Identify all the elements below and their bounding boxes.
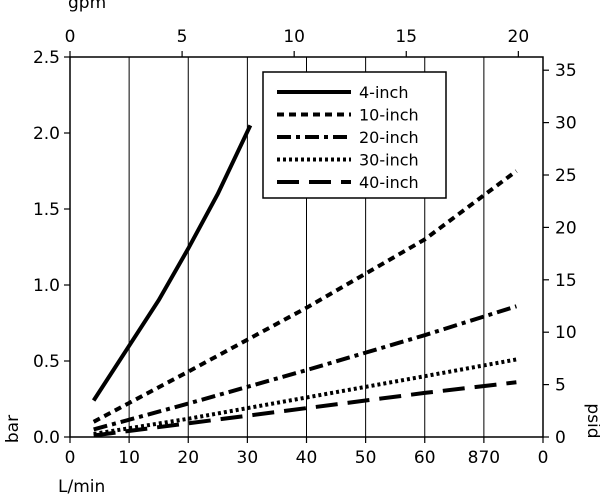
y2-tick-label: 10 (555, 323, 577, 343)
x-tick-label: 10 (118, 448, 140, 468)
x-tick-label: 30 (237, 448, 259, 468)
y-tick-label: 2.5 (33, 48, 60, 68)
x-tick-label: 20 (177, 448, 199, 468)
y2-tick-label: 20 (555, 218, 577, 238)
y-tick-label: 1.0 (33, 276, 60, 296)
x2-tick-label: 20 (508, 27, 530, 47)
y2-tick-label: 30 (555, 114, 577, 134)
x-tick-label: 0 (538, 448, 549, 468)
x-tick-label: 50 (355, 448, 377, 468)
series-layer (91, 124, 518, 438)
x2-tick-label: 15 (395, 27, 417, 47)
legend-label: 10-inch (359, 106, 419, 125)
legend-label: 4-inch (359, 83, 408, 102)
x2-axis-label: gpm (68, 0, 106, 13)
y2-tick-label: 35 (555, 61, 577, 81)
y-tick-label: 1.5 (33, 200, 60, 220)
x-tick-label: 0 (65, 448, 76, 468)
series-line-10-inch (92, 169, 518, 424)
x2-tick-label: 10 (283, 27, 305, 47)
series-line-4-inch (91, 124, 253, 402)
y2-tick-label: 5 (555, 376, 566, 396)
y-tick-label: 0.0 (33, 428, 60, 448)
x-tick-label: 40 (296, 448, 318, 468)
legend-label: 30-inch (359, 151, 419, 170)
y2-tick-label: 25 (555, 166, 577, 186)
y-tick-label: 0.5 (33, 352, 60, 372)
y2-tick-label: 15 (555, 271, 577, 291)
y-tick-label: 2.0 (33, 124, 60, 144)
legend: 4-inch 10-inch 20-inch 30-inch 40-inch (262, 71, 447, 199)
y2-axis-label: psid (583, 403, 600, 438)
plot-frame (69, 56, 544, 438)
legend-label: 40-inch (359, 173, 419, 192)
x-tick-label: 60 (414, 448, 436, 468)
legend-label: 20-inch (359, 128, 419, 147)
y2-tick-label: 0 (555, 428, 566, 448)
series-line-40-inch (93, 380, 517, 438)
x2-tick-label: 5 (177, 27, 188, 47)
x-tick-label: 870 (468, 448, 500, 468)
series-line-20-inch (93, 304, 517, 432)
x2-tick-label: 0 (65, 27, 76, 47)
x-axis-label: L/min (58, 477, 105, 497)
axis-layer: 0 10 20 30 40 50 60 870 00 5 10 15 200.00.51.01.52.0… (3, 0, 600, 497)
series-line-30-inch (93, 357, 517, 436)
y-axis-label: bar (3, 415, 23, 443)
